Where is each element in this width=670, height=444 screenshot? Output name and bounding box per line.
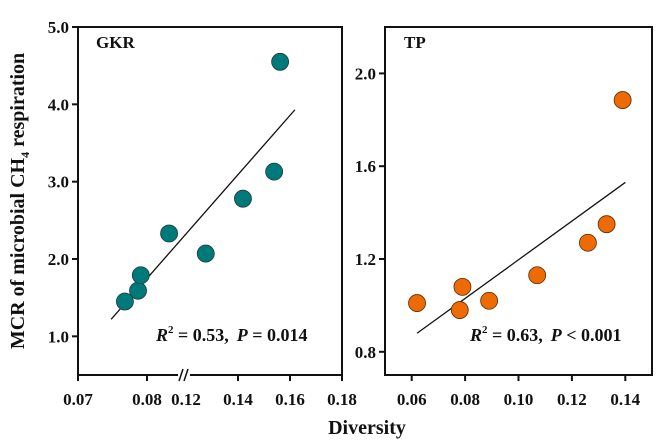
x-tick-label-tp: 0.14 bbox=[610, 390, 640, 409]
y-tick-label-gkr: 2.0 bbox=[48, 250, 69, 269]
panel-title-tp: TP bbox=[404, 33, 426, 52]
data-point-tp bbox=[579, 233, 597, 252]
x-axis-title: Diversity bbox=[328, 417, 406, 439]
x-tick-label-gkr: 0.16 bbox=[275, 390, 305, 409]
data-point-tp bbox=[613, 91, 632, 109]
data-point-tp bbox=[528, 266, 547, 285]
y-tick-label-gkr: 4.0 bbox=[48, 95, 69, 114]
y-axis-title: MCR of microbial CH4 respiration bbox=[7, 53, 32, 349]
x-tick-label-gkr: 0.07 bbox=[63, 390, 93, 409]
x-tick-label-tp: 0.06 bbox=[397, 390, 427, 409]
y-tick-label-gkr: 3.0 bbox=[48, 173, 69, 192]
data-point-gkr bbox=[196, 244, 215, 263]
panel-gkr: GKR 1.0 2.0 3.0 4.0 5.0 0.07 0.08 0.12 0.14 0.16… bbox=[7, 18, 357, 409]
y-tick-label-gkr: 5.0 bbox=[48, 18, 69, 37]
fit-line-tp bbox=[416, 181, 626, 334]
panel-tp: TP 0.8 1.2 1.6 2.0 0.06 0.08 0.10 0.12 0.14 R2 … bbox=[355, 26, 653, 409]
plot-frame-tp bbox=[384, 26, 653, 376]
data-point-gkr bbox=[234, 189, 252, 208]
y-tick-label-tp: 0.8 bbox=[355, 343, 376, 362]
y-tick-label-gkr: 1.0 bbox=[48, 327, 69, 346]
x-tick-label-tp: 0.08 bbox=[450, 390, 480, 409]
data-point-gkr bbox=[131, 266, 150, 285]
x-tick-label-gkr: 0.14 bbox=[223, 390, 253, 409]
data-point-gkr bbox=[271, 52, 290, 71]
data-point-tp bbox=[453, 277, 472, 296]
panel-title-gkr: GKR bbox=[96, 33, 135, 52]
plot-frame-gkr bbox=[77, 26, 343, 376]
data-point-gkr bbox=[116, 292, 134, 311]
stats-annotation-gkr: R2 = 0.53, P = 0.014 bbox=[155, 324, 308, 345]
x-tick-label-tp: 0.10 bbox=[504, 390, 534, 409]
data-point-gkr bbox=[160, 224, 178, 243]
axis-break-gkr bbox=[178, 368, 190, 382]
data-point-gkr bbox=[265, 162, 284, 181]
data-point-tp bbox=[597, 215, 616, 234]
y-tick-label-tp: 2.0 bbox=[355, 64, 376, 83]
data-point-tp bbox=[480, 291, 499, 310]
x-tick-label-tp: 0.12 bbox=[557, 390, 587, 409]
x-tick-label-gkr: 0.08 bbox=[132, 390, 162, 409]
x-tick-label-gkr: 0.18 bbox=[327, 390, 357, 409]
data-point-gkr bbox=[129, 281, 147, 300]
data-point-tp bbox=[450, 301, 469, 319]
y-tick-label-tp: 1.6 bbox=[355, 157, 376, 176]
data-point-tp bbox=[408, 294, 426, 312]
x-tick-label-gkr: 0.12 bbox=[171, 390, 201, 409]
y-tick-label-tp: 1.2 bbox=[355, 250, 376, 269]
stats-annotation-tp: R2 = 0.63, P < 0.001 bbox=[469, 324, 622, 345]
